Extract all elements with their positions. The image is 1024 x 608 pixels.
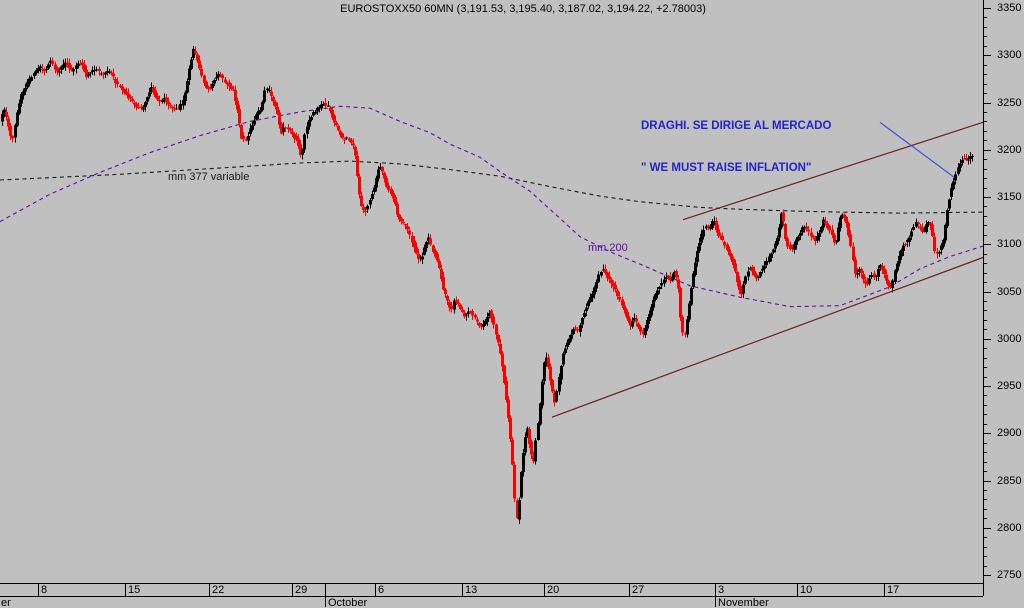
week-tick-label: 29: [295, 584, 308, 596]
price-tick-label: 3100: [997, 238, 1022, 251]
price-tick-label: 3350: [997, 2, 1022, 14]
price-tick-label: 2750: [997, 569, 1022, 581]
price-tick-label: 3300: [997, 49, 1022, 62]
week-tick-label: 22: [212, 584, 225, 596]
ma377-label: mm 377 variable: [168, 171, 250, 183]
week-tick-label: 17: [887, 584, 900, 596]
price-tick-label: 3200: [997, 143, 1022, 156]
week-tick-label: 15: [128, 584, 141, 596]
price-tick-label: 3150: [997, 191, 1022, 203]
trend-lines-layer: [551, 121, 984, 418]
week-tick-label: 6: [378, 584, 385, 596]
price-tick-label: 2850: [997, 474, 1022, 487]
ma200-label: mm.200: [588, 242, 628, 254]
price-tick-label: 3250: [997, 96, 1022, 109]
price-tick-label: 3000: [997, 332, 1022, 345]
price-tick-label: 2950: [997, 380, 1022, 392]
week-tick-label: 3: [718, 584, 725, 596]
annotation-line2: " WE MUST RAISE INFLATION": [641, 162, 812, 174]
week-tick-label: 13: [465, 584, 478, 596]
axis-layer: [0, 0, 991, 607]
month-label: er: [1, 597, 11, 608]
week-tick-label: 20: [547, 584, 560, 596]
month-label: November: [718, 597, 769, 608]
moving-averages-layer: [0, 105, 984, 308]
annotation-draghi: DRAGHI. SE DIRIGE AL MERCADO " WE MUST R…: [641, 91, 831, 203]
month-label: October: [328, 597, 368, 608]
annotation-line1: DRAGHI. SE DIRIGE AL MERCADO: [641, 120, 832, 132]
week-tick-label: 10: [800, 584, 813, 596]
candles-layer: [1, 46, 974, 525]
chart-title: EUROSTOXX50 60MN (3,191.53, 3,195.40, 3,…: [340, 3, 706, 15]
week-tick-label: 8: [41, 584, 48, 596]
price-tick-label: 2800: [997, 521, 1022, 534]
price-tick-label: 2900: [997, 427, 1022, 440]
week-tick-label: 27: [632, 584, 645, 596]
price-tick-label: 3050: [997, 285, 1022, 298]
